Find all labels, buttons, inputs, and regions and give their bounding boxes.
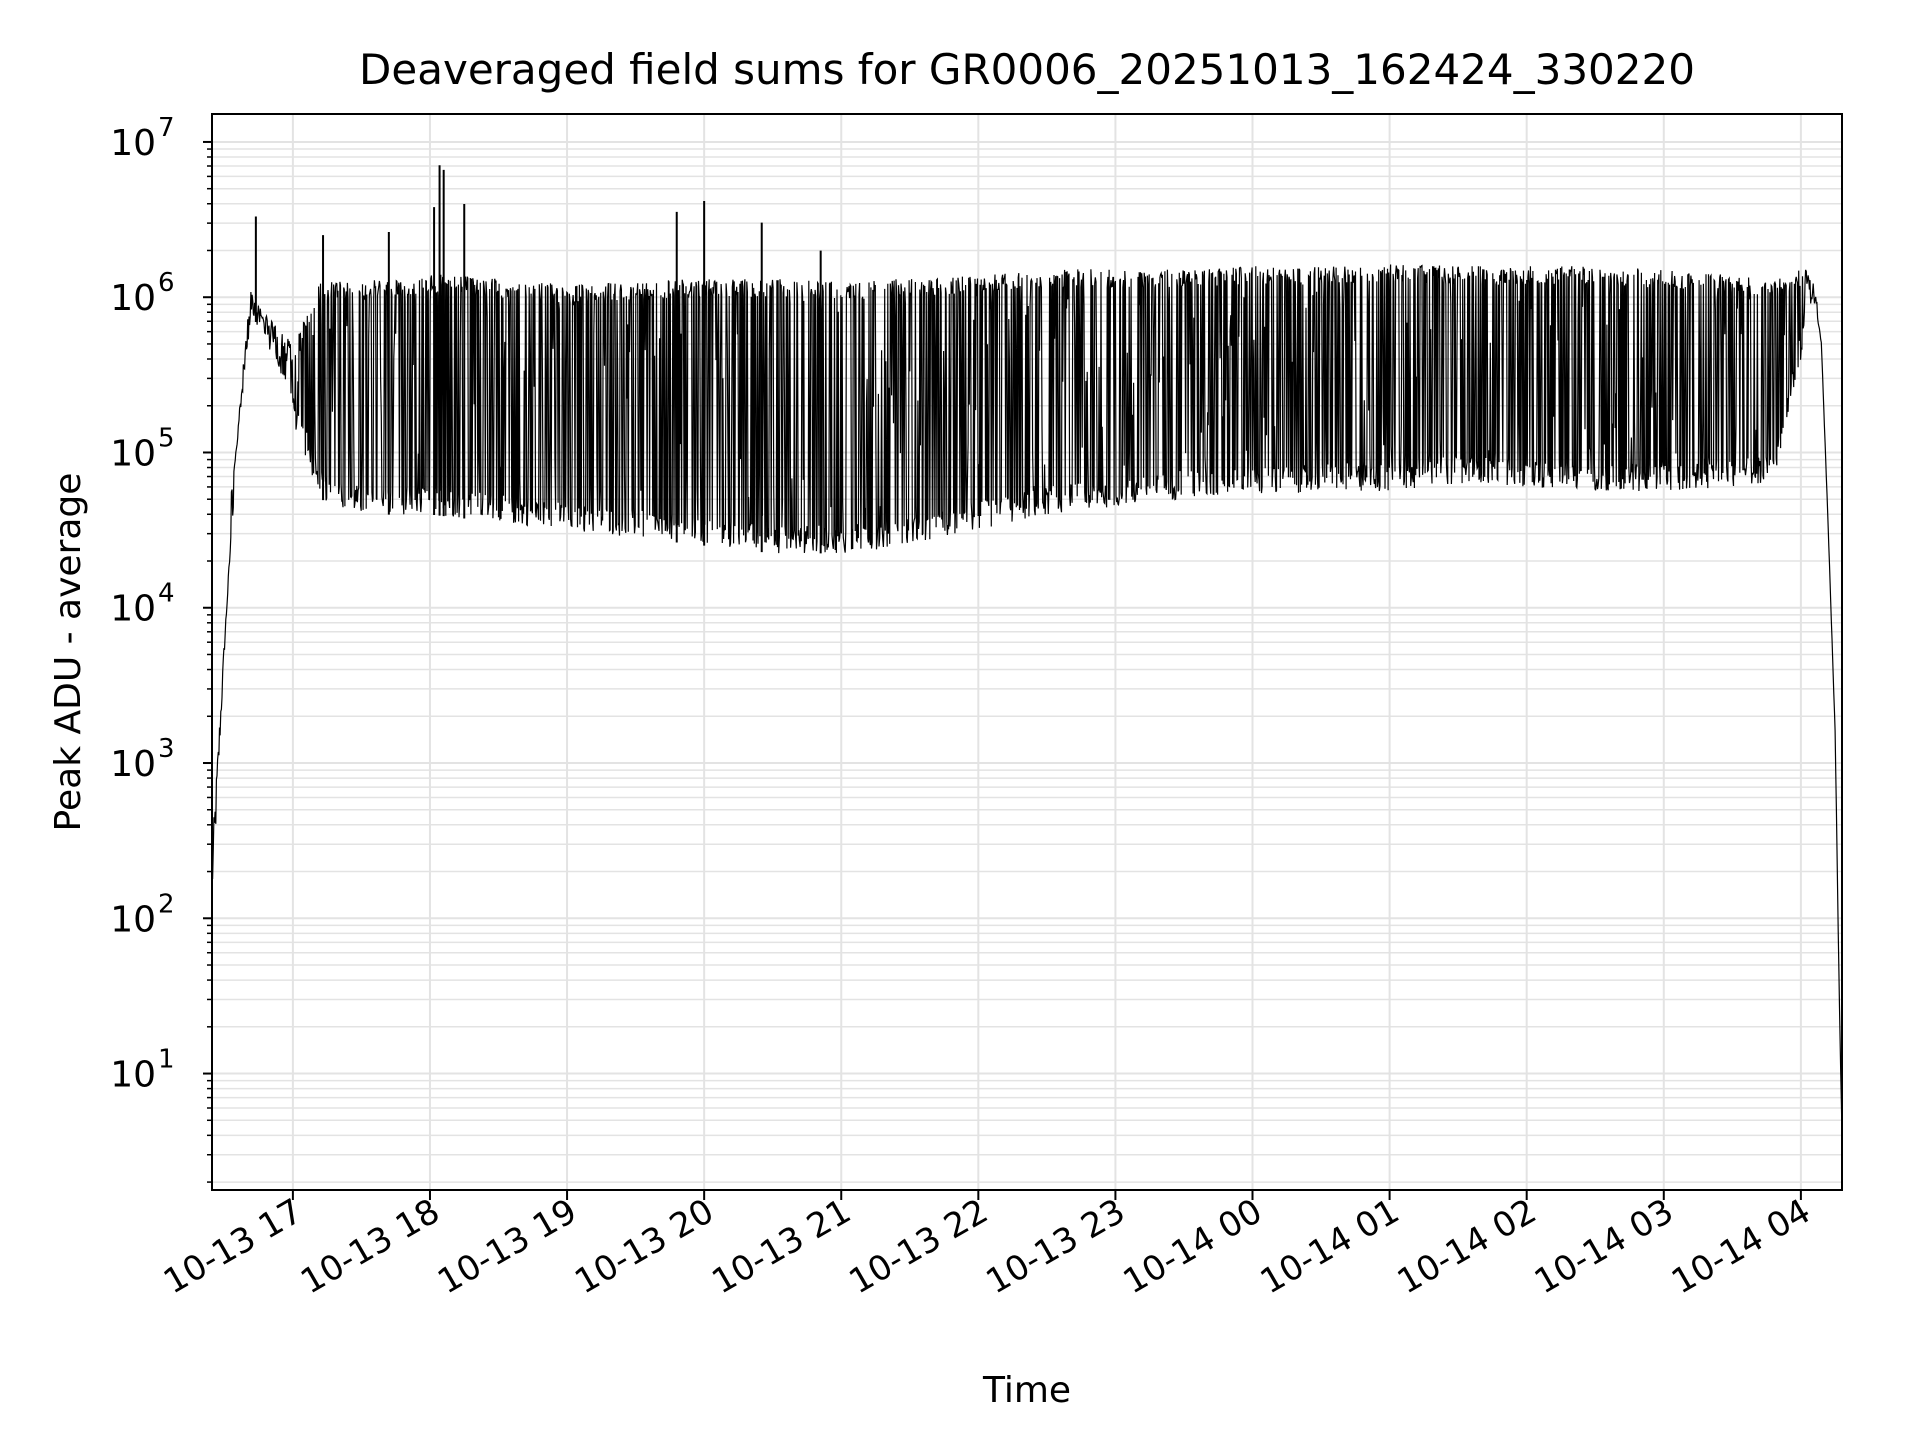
data-line [211,264,1843,1136]
data-series [211,165,1843,1136]
chart-title: Deaveraged field sums for GR0006_2025101… [359,45,1695,94]
grid [212,114,1842,1190]
y-tick-exponent: 7 [158,113,175,143]
y-tick-exponent: 4 [158,579,175,609]
y-axis-label: Peak ADU - average [48,473,89,832]
y-tick-label: 10 [110,123,156,164]
y-tick-exponent: 3 [158,734,175,764]
y-tick-exponent: 1 [158,1045,175,1075]
y-tick-exponent: 6 [158,268,175,298]
y-tick-label: 10 [110,589,156,630]
y-tick-exponent: 2 [158,889,175,919]
y-tick-label: 10 [110,744,156,785]
y-tick-label: 10 [110,899,156,940]
y-tick-label: 10 [110,433,156,474]
y-tick-label: 10 [110,1055,156,1096]
y-tick-label: 10 [110,278,156,319]
x-axis-label: Time [982,1370,1071,1411]
plot-frame [211,113,1843,1191]
y-tick-exponent: 5 [158,423,175,453]
